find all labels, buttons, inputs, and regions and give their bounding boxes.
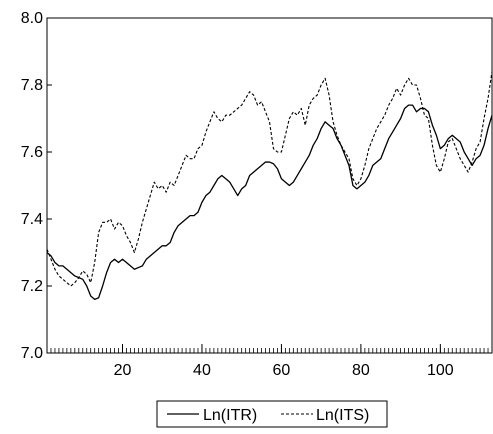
y-tick-label: 7.4	[21, 211, 43, 228]
y-tick-label: 8.0	[21, 10, 43, 27]
x-tick-label: 40	[193, 362, 211, 379]
legend-label-its: Ln(ITS)	[316, 407, 369, 424]
x-tick-label: 20	[114, 362, 132, 379]
series-layer	[46, 71, 493, 301]
y-tick-label: 7.0	[21, 345, 43, 362]
x-tick-label: 100	[427, 362, 454, 379]
y-tick-label: 7.8	[21, 77, 43, 94]
y-tick-label: 7.6	[21, 144, 43, 161]
series-line-its	[46, 71, 493, 287]
y-axis: 7.0 7.2 7.4 7.6 7.8 8.0	[21, 10, 52, 362]
x-axis: 20 40 60 80 100	[46, 344, 493, 379]
plot-frame	[46, 17, 493, 354]
x-tick-label: 80	[352, 362, 370, 379]
x-tick-label: 60	[273, 362, 291, 379]
legend-label-itr: Ln(ITR)	[203, 407, 257, 424]
legend: Ln(ITR) Ln(ITS)	[156, 400, 388, 428]
series-line-itr	[46, 104, 493, 301]
y-tick-label: 7.2	[21, 278, 43, 295]
